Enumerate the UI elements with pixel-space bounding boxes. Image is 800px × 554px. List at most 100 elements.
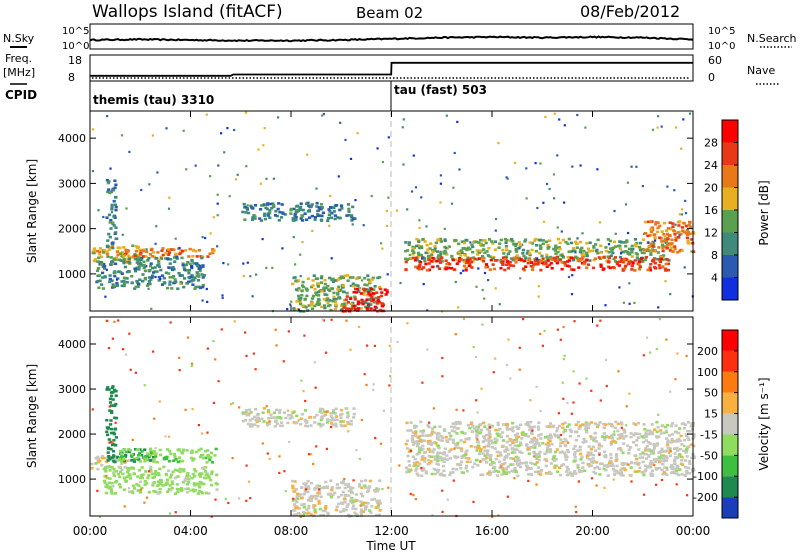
- data-cell: [465, 460, 469, 464]
- data-cell: [323, 507, 328, 510]
- noise-cell: [431, 441, 434, 444]
- noise-cell: [455, 408, 458, 411]
- range-tick-label: 4000: [58, 132, 86, 145]
- data-cell: [667, 259, 671, 262]
- noise-cell: [209, 175, 212, 178]
- data-cell: [557, 436, 561, 439]
- noise-cell: [445, 114, 448, 117]
- data-cell: [494, 441, 498, 444]
- data-cell: [526, 249, 530, 253]
- data-cell: [491, 460, 495, 464]
- noise-cell: [624, 203, 628, 206]
- data-cell: [616, 422, 620, 426]
- data-cell: [181, 249, 185, 253]
- data-cell: [317, 294, 321, 297]
- data-cell: [651, 228, 655, 231]
- colorbar-frame: [721, 329, 739, 519]
- data-cell: [644, 447, 648, 450]
- data-cell: [618, 260, 622, 264]
- data-cell: [167, 272, 171, 275]
- data-cell: [673, 247, 677, 251]
- noise-cell: [204, 236, 207, 240]
- data-cell: [459, 460, 464, 464]
- data-cell: [190, 266, 194, 270]
- data-cell: [515, 462, 519, 466]
- noise-cell: [355, 449, 358, 452]
- data-cell: [114, 231, 118, 234]
- data-cell: [294, 488, 298, 491]
- data-cell: [127, 260, 131, 264]
- data-cell: [630, 244, 634, 248]
- data-cell: [650, 452, 654, 455]
- data-cell: [502, 252, 506, 255]
- data-cell: [521, 267, 525, 271]
- data-cell: [130, 256, 134, 259]
- noise-cell: [459, 272, 462, 275]
- data-cell: [662, 239, 666, 243]
- data-cell: [249, 204, 253, 208]
- data-cell: [623, 241, 627, 244]
- data-cell: [666, 439, 670, 443]
- data-cell: [459, 439, 463, 442]
- data-cell: [472, 427, 477, 430]
- data-cell: [533, 463, 538, 466]
- data-cell: [524, 256, 528, 260]
- data-cell: [680, 226, 685, 229]
- data-cell: [573, 451, 577, 454]
- data-cell: [124, 450, 128, 454]
- data-cell: [405, 470, 409, 474]
- data-cell: [115, 250, 120, 254]
- data-cell: [187, 271, 191, 275]
- data-cell: [183, 268, 187, 271]
- data-cell: [673, 447, 677, 450]
- data-cell: [367, 486, 371, 490]
- data-cell: [409, 256, 413, 260]
- data-cell: [175, 257, 179, 260]
- data-cell: [338, 208, 342, 212]
- data-cell: [428, 440, 432, 444]
- beam-label: Beam 02: [356, 4, 423, 22]
- noise-cell: [402, 163, 405, 166]
- data-cell: [503, 450, 507, 453]
- data-cell: [272, 411, 277, 415]
- data-cell: [343, 274, 347, 278]
- data-cell: [477, 452, 482, 456]
- data-cell: [515, 448, 519, 451]
- data-cell: [415, 440, 419, 443]
- data-cell: [114, 394, 118, 397]
- data-cell: [431, 265, 435, 269]
- noise-cell: [552, 173, 556, 176]
- data-cell: [109, 419, 113, 422]
- data-cell: [545, 451, 549, 454]
- data-cell: [384, 293, 388, 296]
- noise-cell: [680, 208, 684, 211]
- noise-cell: [370, 195, 373, 198]
- data-cell: [404, 241, 408, 244]
- data-cell: [114, 444, 118, 447]
- noise-cell: [360, 418, 363, 422]
- data-cell: [529, 264, 533, 268]
- data-cell: [554, 259, 558, 262]
- data-cell: [409, 421, 413, 424]
- data-cell: [433, 259, 437, 263]
- data-cell: [97, 274, 102, 277]
- data-cell: [516, 474, 520, 478]
- noise-cell: [476, 411, 479, 414]
- data-cell: [520, 433, 525, 436]
- data-cell: [413, 463, 417, 467]
- data-cell: [451, 438, 455, 442]
- data-cell: [125, 475, 129, 479]
- data-cell: [443, 245, 447, 249]
- data-cell: [305, 421, 309, 425]
- data-cell: [522, 461, 526, 465]
- data-cell: [494, 469, 498, 473]
- data-cell: [344, 298, 348, 301]
- data-cell: [493, 248, 497, 251]
- data-cell: [127, 257, 131, 260]
- data-cell: [642, 473, 646, 477]
- data-cell: [532, 452, 536, 455]
- data-cell: [665, 468, 669, 471]
- data-cell: [569, 250, 573, 253]
- data-cell: [565, 425, 569, 428]
- data-cell: [418, 263, 422, 267]
